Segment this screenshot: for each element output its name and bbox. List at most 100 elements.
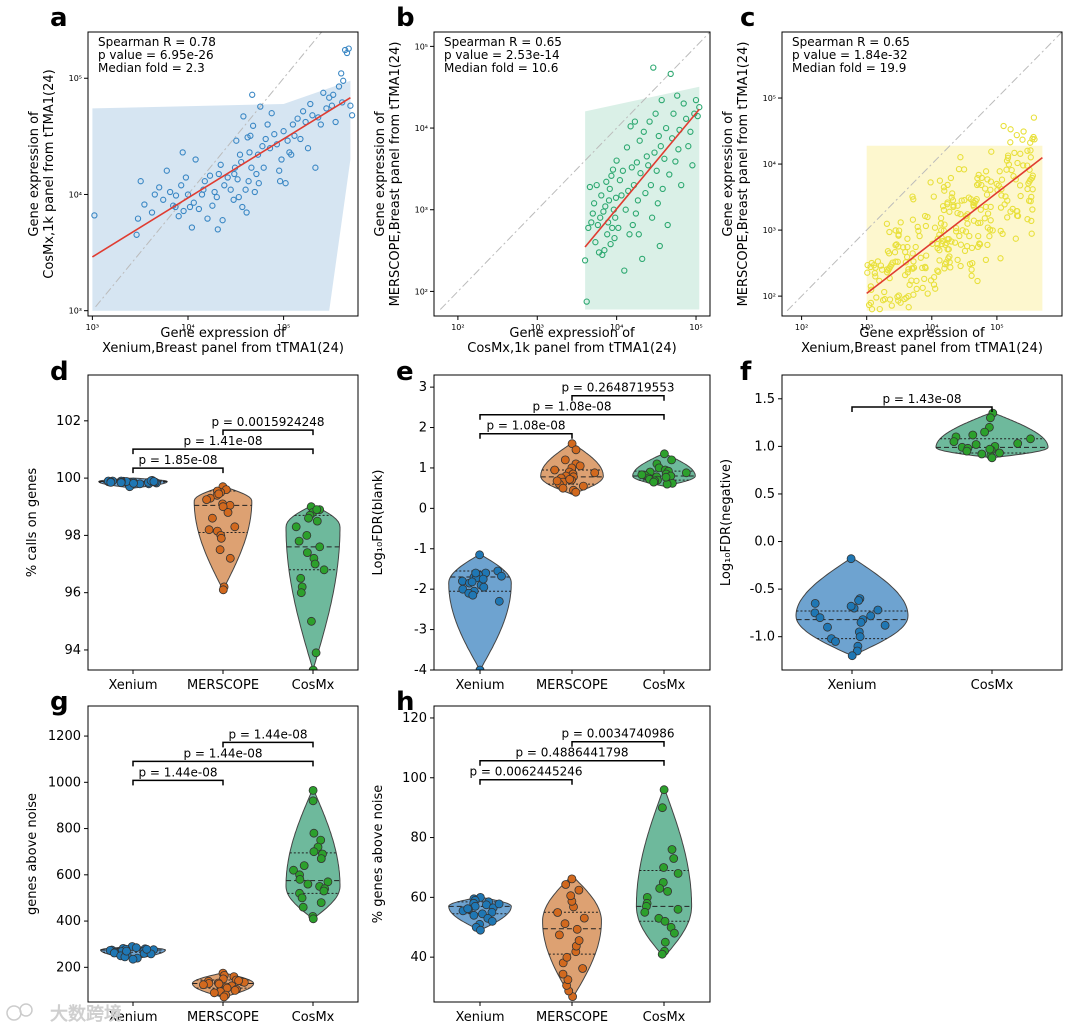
data-point — [230, 986, 240, 995]
data-point — [563, 975, 573, 985]
data-point — [974, 277, 981, 285]
data-point — [909, 250, 916, 257]
data-point — [901, 271, 909, 279]
p-value-label: p = 1.44e-08 — [228, 727, 307, 741]
data-point — [601, 247, 608, 254]
data-point — [874, 258, 882, 265]
data-point — [678, 181, 685, 189]
x-tick-label: CosMx — [643, 1010, 686, 1025]
data-point — [246, 149, 253, 156]
data-point — [922, 264, 929, 272]
data-point — [970, 203, 977, 210]
data-point — [966, 260, 974, 268]
data-point — [682, 115, 690, 122]
data-point — [253, 170, 260, 178]
data-point — [932, 285, 939, 292]
data-point — [946, 208, 953, 215]
data-point — [1020, 128, 1027, 135]
panel-c: c 10² 10³ 10⁴ 10⁵ 10² 10³ 10⁴ 10⁵ Spearman R = 0.… — [721, 3, 1063, 356]
data-point — [947, 264, 954, 271]
data-point — [623, 144, 631, 151]
data-point — [1000, 122, 1007, 130]
data-point — [340, 77, 347, 84]
x-tick-label: 10³ — [531, 323, 544, 332]
data-point — [959, 227, 966, 234]
data-point — [854, 596, 863, 605]
data-point — [944, 199, 951, 206]
p-value-label: p = 1.41e-08 — [183, 434, 262, 448]
data-point — [658, 96, 665, 104]
y-tick-label: 98 — [64, 528, 81, 543]
data-point — [604, 231, 611, 238]
confidence-band — [92, 80, 351, 311]
data-point — [667, 455, 676, 465]
data-point — [645, 162, 652, 169]
data-point — [934, 240, 941, 248]
data-point — [945, 235, 952, 243]
y-tick-label: 10⁵ — [415, 42, 428, 51]
significance-bracket — [571, 394, 665, 401]
data-point — [316, 898, 326, 907]
data-point — [227, 186, 234, 193]
data-point — [298, 902, 308, 912]
data-point — [214, 226, 221, 233]
y-tick-label: 40 — [410, 950, 427, 965]
data-point — [242, 186, 249, 193]
data-point — [657, 143, 664, 150]
y-tick-label: -2 — [414, 582, 427, 597]
data-point — [245, 178, 252, 185]
data-point — [629, 221, 636, 229]
data-point — [964, 220, 971, 227]
y-tick-label: 60 — [410, 890, 427, 905]
data-point — [348, 112, 356, 119]
stat-line: Median fold = 2.3 — [98, 61, 205, 75]
data-point — [922, 222, 930, 230]
axes-frame — [87, 31, 359, 317]
data-point — [680, 100, 687, 107]
data-point — [921, 275, 928, 283]
data-point — [987, 453, 997, 463]
y-tick-label: 1000 — [48, 775, 81, 790]
data-point — [1014, 208, 1021, 215]
y-tick-label: 10⁴ — [763, 160, 776, 169]
data-point — [660, 937, 670, 947]
data-point — [656, 242, 663, 250]
data-point — [658, 803, 667, 813]
data-point — [868, 306, 876, 313]
data-point — [585, 224, 592, 232]
data-point — [234, 976, 244, 986]
data-point — [905, 292, 912, 300]
data-point — [877, 262, 885, 269]
data-point — [674, 92, 681, 99]
data-point — [255, 180, 262, 187]
data-point — [962, 446, 972, 456]
data-point — [141, 201, 148, 208]
data-point — [637, 470, 647, 480]
data-point — [594, 221, 602, 229]
data-point — [308, 786, 318, 795]
data-point — [259, 143, 266, 150]
data-point — [607, 240, 614, 248]
data-point — [1013, 131, 1020, 139]
data-point — [1024, 147, 1031, 154]
y-tick-label: 600 — [56, 868, 81, 883]
data-point — [628, 164, 635, 171]
data-point — [957, 262, 964, 270]
data-point — [997, 204, 1005, 211]
data-point — [913, 277, 920, 285]
data-point — [149, 477, 159, 486]
data-point — [186, 203, 194, 211]
data-point — [1007, 208, 1014, 215]
data-point — [142, 944, 152, 954]
plot-area — [448, 785, 693, 1001]
data-point — [1028, 230, 1035, 237]
data-point — [235, 193, 242, 201]
stat-line: Median fold = 10.6 — [444, 61, 558, 75]
y-tick-label: 10² — [415, 287, 428, 296]
panel-letter: g — [50, 687, 69, 717]
data-point — [467, 577, 477, 587]
data-point — [468, 590, 478, 600]
y-axis-label: Log₁₀FDR(blank) — [371, 470, 386, 576]
data-point — [583, 298, 590, 305]
